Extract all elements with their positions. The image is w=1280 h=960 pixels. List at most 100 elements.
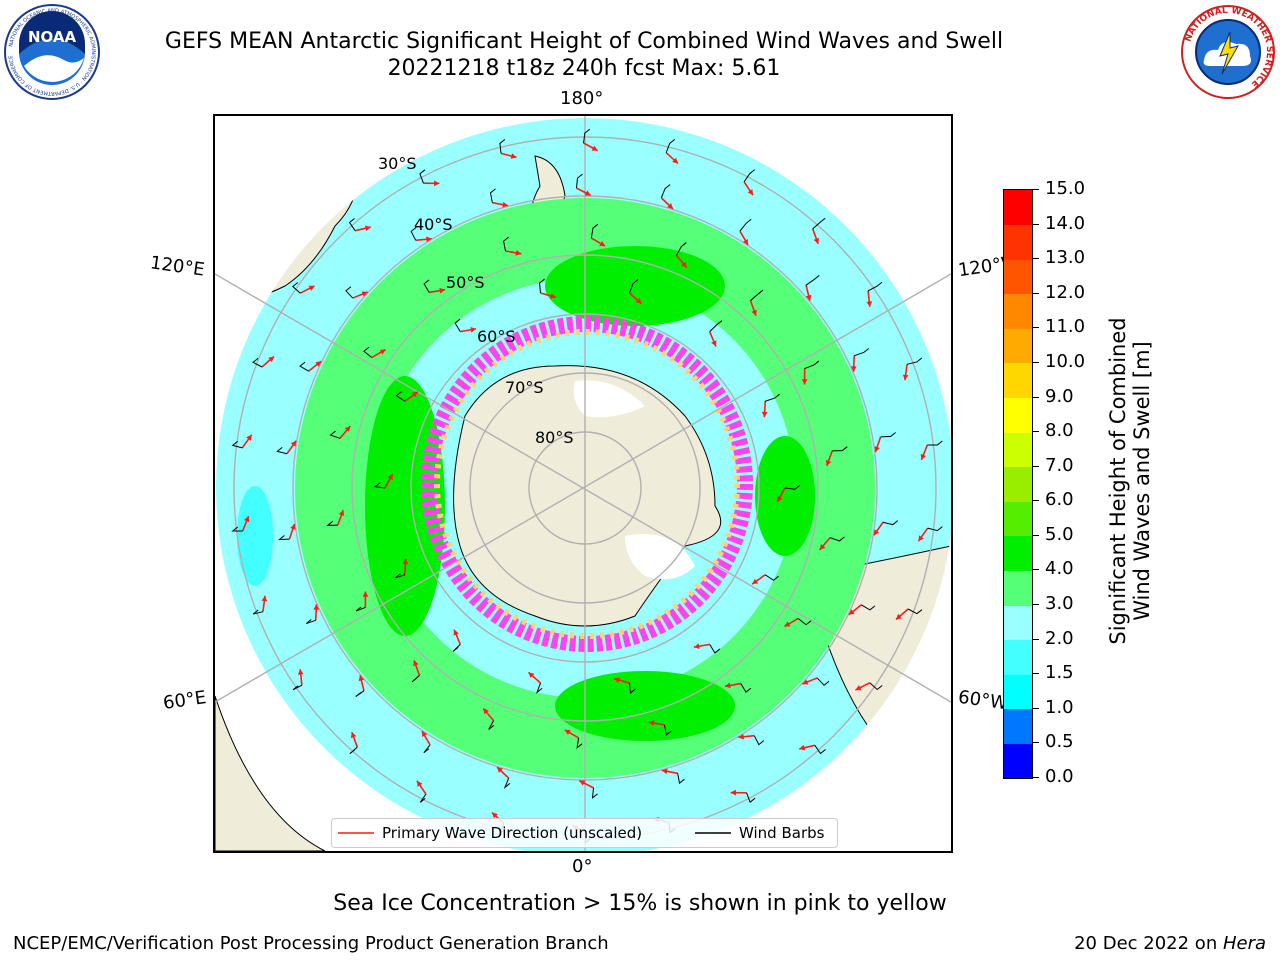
wave-arrow-head	[515, 250, 522, 256]
colorbar-segment	[1004, 708, 1032, 744]
colorbar-tick-mark	[1033, 361, 1039, 363]
lat-label-70s: 70°S	[505, 378, 544, 397]
wind-barb	[743, 169, 756, 183]
wave-arrow-head	[825, 459, 832, 466]
wave-arrow-head	[434, 180, 440, 187]
wind-barb	[292, 282, 301, 294]
wind-barb	[812, 217, 826, 230]
wave-arrow-head	[550, 293, 556, 299]
wave-arrow-head	[338, 510, 345, 517]
wind-barb	[804, 360, 820, 370]
wind-barb	[349, 746, 358, 755]
lat-labels: 30°S 40°S 50°S 60°S 70°S 80°S	[378, 154, 574, 447]
wave-arrow-head	[805, 294, 812, 301]
wind-barb	[797, 618, 812, 626]
wind-barb	[423, 744, 431, 754]
legend-red-line	[338, 832, 374, 834]
wind-barb	[664, 724, 672, 736]
polar-map: 30°S 40°S 50°S 60°S 70°S 80°S	[213, 114, 953, 853]
wave-arrow-head	[387, 473, 393, 480]
colorbar-segment	[1004, 466, 1032, 502]
colorbar-segment	[1004, 224, 1032, 260]
colorbar-tick-mark	[1033, 569, 1039, 571]
wind-barb	[539, 278, 545, 294]
colorbar-tick-label: 1.0	[1045, 696, 1074, 718]
wave-arrow-head	[502, 201, 509, 208]
colorbar-segment	[1004, 570, 1032, 606]
wave-max-south	[555, 671, 735, 741]
wave-arrow-head	[902, 374, 909, 381]
wave-max-east	[755, 436, 815, 556]
wind-barb	[395, 573, 405, 579]
wave-arrow-head	[491, 812, 498, 819]
wind-barb	[676, 242, 687, 256]
wave-arrow-head	[361, 291, 368, 297]
wind-barb	[814, 745, 826, 755]
map-legend: Primary Wave Direction (unscaled) Wind B…	[331, 818, 838, 848]
legend-wind-barbs: Wind Barbs	[739, 824, 825, 842]
wave-arrow-head	[777, 496, 783, 503]
map-canvas: 30°S 40°S 50°S 60°S 70°S 80°S	[215, 116, 951, 851]
noaa-logo: NOAA NATIONAL OCEANIC AND ATMOSPHERIC AD…	[4, 4, 100, 100]
wind-barb	[252, 609, 264, 615]
colorbar-segment	[1004, 535, 1032, 571]
wave-arrow-head	[510, 153, 517, 159]
wind-barb	[764, 574, 779, 581]
wave-arrow-head	[848, 609, 855, 615]
wind-barb	[373, 482, 386, 489]
sea-ice-ring	[421, 316, 753, 652]
colorbar-tick-mark	[1033, 673, 1039, 675]
wind-barb	[882, 520, 899, 526]
wave-arrow-head	[308, 285, 315, 291]
wind-barb	[503, 777, 511, 789]
colorbar-segment	[1004, 362, 1032, 399]
wave-arrow-head	[290, 523, 296, 530]
svg-text:NOAA: NOAA	[28, 28, 77, 46]
wave-arrow-head	[497, 767, 503, 773]
colorbar-segment	[1004, 605, 1032, 641]
wave-arrow-head	[358, 675, 365, 682]
ross-ice-shelf	[573, 380, 645, 418]
wave-arrow-head	[315, 361, 322, 367]
wind-barb	[867, 281, 883, 292]
colorbar-segment	[1004, 259, 1032, 295]
wind-barb	[488, 720, 495, 730]
wind-barb	[299, 361, 309, 372]
lon-label-120e: 120°E	[148, 252, 206, 281]
colorbar-tick-mark	[1033, 327, 1039, 329]
wind-barb	[277, 535, 290, 541]
wave-arrow-head	[873, 529, 880, 536]
wave-arrow-head	[584, 190, 591, 196]
colorbar-segment	[1004, 743, 1032, 779]
wave-arrow-head	[364, 225, 371, 232]
wave-arrow-head	[801, 379, 808, 385]
wind-barb	[927, 526, 943, 532]
wave-arrow-head	[313, 604, 320, 610]
wave-arrow-head	[528, 672, 535, 679]
wind-barb	[591, 787, 598, 799]
wind-barb	[326, 520, 338, 526]
colorbar-tick-label: 11.0	[1045, 316, 1086, 338]
colorbar-tick-mark	[1033, 189, 1039, 190]
wave-arrow-head	[661, 768, 668, 775]
weddell-ice-shelf	[625, 534, 695, 580]
colorbar-tick-mark	[1033, 604, 1039, 606]
wave-arrow-head	[747, 189, 753, 196]
colorbar-segment	[1004, 501, 1032, 537]
lat-label-60s: 60°S	[477, 327, 516, 346]
colorbar-segment	[1004, 432, 1032, 468]
wind-barb	[709, 644, 721, 654]
wave-arrow-head	[802, 679, 809, 685]
wave-arrow-head	[246, 434, 252, 441]
wind-barb	[739, 218, 752, 232]
wave-arrow-head	[261, 595, 268, 602]
colorbar-tick-label: 15.0	[1045, 178, 1086, 199]
wind-barb	[231, 526, 243, 532]
wave-arrow-head	[918, 535, 924, 542]
wind-barb	[348, 218, 356, 231]
wind-barb	[753, 735, 765, 746]
wind-barb	[329, 430, 341, 439]
lat-label-80s: 80°S	[535, 428, 574, 447]
footer-credit: NCEP/EMC/Verification Post Processing Pr…	[13, 933, 609, 954]
corner-land-bl	[215, 695, 326, 851]
